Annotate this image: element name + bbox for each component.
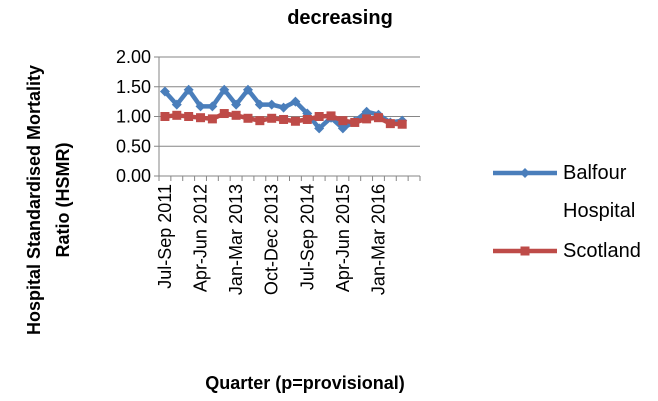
data-point-scotland: [385, 119, 395, 129]
y-tick-label: 0.50: [116, 136, 151, 156]
data-point-balfour-hospital: [337, 123, 348, 134]
data-point-scotland: [279, 114, 289, 124]
data-point-balfour-hospital: [242, 84, 253, 95]
x-tick-label: Jul-Sep 2014: [297, 184, 317, 290]
legend-item-balfour-hospital: Balfour Hospital: [493, 162, 635, 222]
y-tick-label: 1.00: [116, 107, 151, 127]
data-point-scotland: [373, 113, 383, 123]
data-point-scotland: [243, 113, 253, 123]
data-point-scotland: [326, 111, 336, 121]
data-point-scotland: [338, 116, 348, 126]
data-point-balfour-hospital: [159, 86, 170, 97]
data-point-scotland: [267, 113, 277, 123]
data-point-balfour-hospital: [207, 101, 218, 112]
y-tick-label: 2.00: [116, 47, 151, 67]
data-point-scotland: [362, 114, 372, 124]
data-point-scotland: [302, 114, 312, 124]
x-tick-labels: Jul-Sep 2011 Apr-Jun 2012 Jan-Mar 2013 Oct-…: [155, 184, 389, 295]
series-scotland: [160, 109, 407, 129]
chart-title: decreasing: [287, 7, 393, 29]
data-point-scotland: [172, 110, 182, 120]
data-point-balfour-hospital: [290, 96, 301, 107]
data-point-balfour-hospital: [195, 101, 206, 112]
data-point-balfour-hospital: [171, 99, 182, 110]
data-point-scotland: [350, 117, 360, 127]
x-tick-label: Jan-Mar 2016: [368, 184, 388, 295]
data-point-scotland: [184, 112, 194, 121]
legend-item-scotland: Scotland: [493, 240, 641, 262]
data-point-balfour-hospital: [183, 84, 194, 95]
y-tick-label: 0.00: [116, 166, 151, 186]
data-point-balfour-hospital: [254, 99, 265, 110]
data-point-balfour-hospital: [219, 84, 230, 95]
data-point-balfour-hospital: [266, 99, 277, 110]
legend-marker: [520, 246, 530, 256]
legend-label: Balfour: [563, 162, 627, 184]
legend-label: Hospital: [563, 200, 635, 222]
y-tick-labels: 0.00 0.50 1.00 1.50 2.00: [116, 47, 151, 186]
legend-marker: [520, 168, 530, 178]
data-point-scotland: [219, 109, 229, 119]
data-point-scotland: [290, 116, 300, 126]
y-axis-title: Hospital Standardised Mortality Ratio (H…: [24, 65, 73, 335]
data-point-balfour-hospital: [231, 99, 242, 110]
data-point-balfour-hospital: [361, 106, 372, 117]
x-axis-title: Quarter (p=provisional): [205, 373, 405, 393]
data-point-scotland: [255, 116, 265, 126]
series-layer: [159, 84, 408, 134]
x-tick-label: Apr-Jun 2012: [191, 184, 211, 292]
legend-label: Scotland: [563, 240, 641, 262]
x-tick-label: Jan-Mar 2013: [226, 184, 246, 295]
data-point-scotland: [397, 119, 407, 129]
data-point-scotland: [196, 113, 206, 123]
y-axis-title-line-2: Ratio (HSMR): [53, 143, 73, 258]
series-balfour-hospital: [159, 84, 408, 134]
data-point-scotland: [231, 110, 241, 120]
y-tick-label: 1.50: [116, 77, 151, 97]
x-tick-label: Apr-Jun 2015: [333, 184, 353, 292]
data-point-scotland: [160, 112, 170, 121]
x-tick-label: Oct-Dec 2013: [262, 184, 282, 295]
x-tick-label: Jul-Sep 2011: [155, 184, 175, 289]
data-point-balfour-hospital: [278, 102, 289, 113]
data-point-balfour-hospital: [314, 123, 325, 134]
legend: Balfour Hospital Scotland: [493, 162, 641, 262]
data-point-scotland: [207, 114, 217, 124]
data-point-scotland: [314, 112, 324, 121]
y-axis-title-line-1: Hospital Standardised Mortality: [24, 65, 44, 335]
